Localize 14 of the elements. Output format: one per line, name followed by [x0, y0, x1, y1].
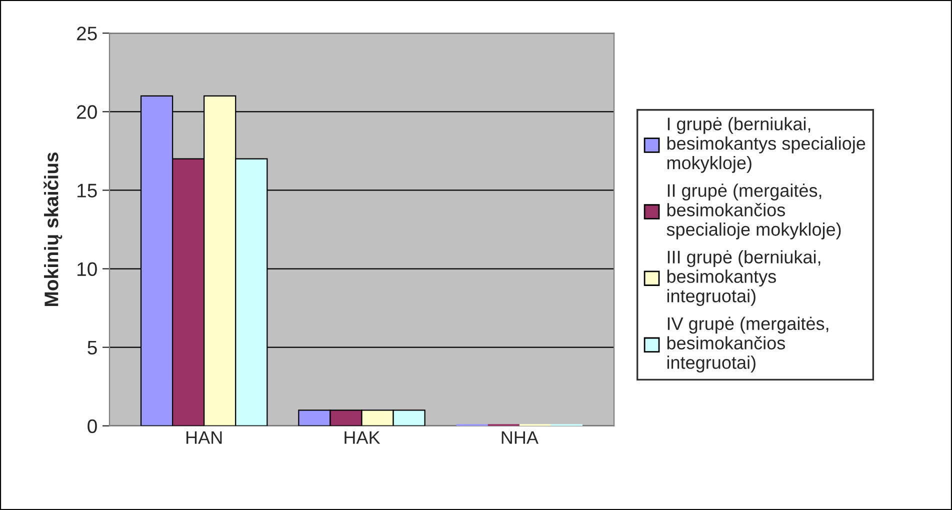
legend-label: I grupė (berniukai, besimokantys specialioje mokykloje) — [667, 117, 866, 173]
x-tick-label: HAN — [186, 431, 222, 444]
y-axis-title: Mokinių skaičius — [44, 152, 62, 306]
x-tick-label: NHA — [502, 431, 538, 444]
x-tick-label: HAK — [344, 431, 380, 444]
legend-label: IV grupė (mergaitės, besimokančios integruotai) — [667, 316, 828, 373]
y-tick-label: 25 — [77, 26, 97, 40]
y-tick-label: 5 — [88, 340, 97, 355]
y-tick-label: 0 — [88, 419, 97, 434]
legend-label: II grupė (mergaitės, besimokančios specialioje mokykloje) — [666, 184, 841, 240]
y-tick-label: 10 — [78, 262, 97, 276]
legend-label: III grupė (berniukai, besimokantys integruotai) — [667, 250, 820, 306]
y-tick-label: 20 — [77, 105, 97, 119]
y-tick-label: 15 — [78, 184, 97, 198]
